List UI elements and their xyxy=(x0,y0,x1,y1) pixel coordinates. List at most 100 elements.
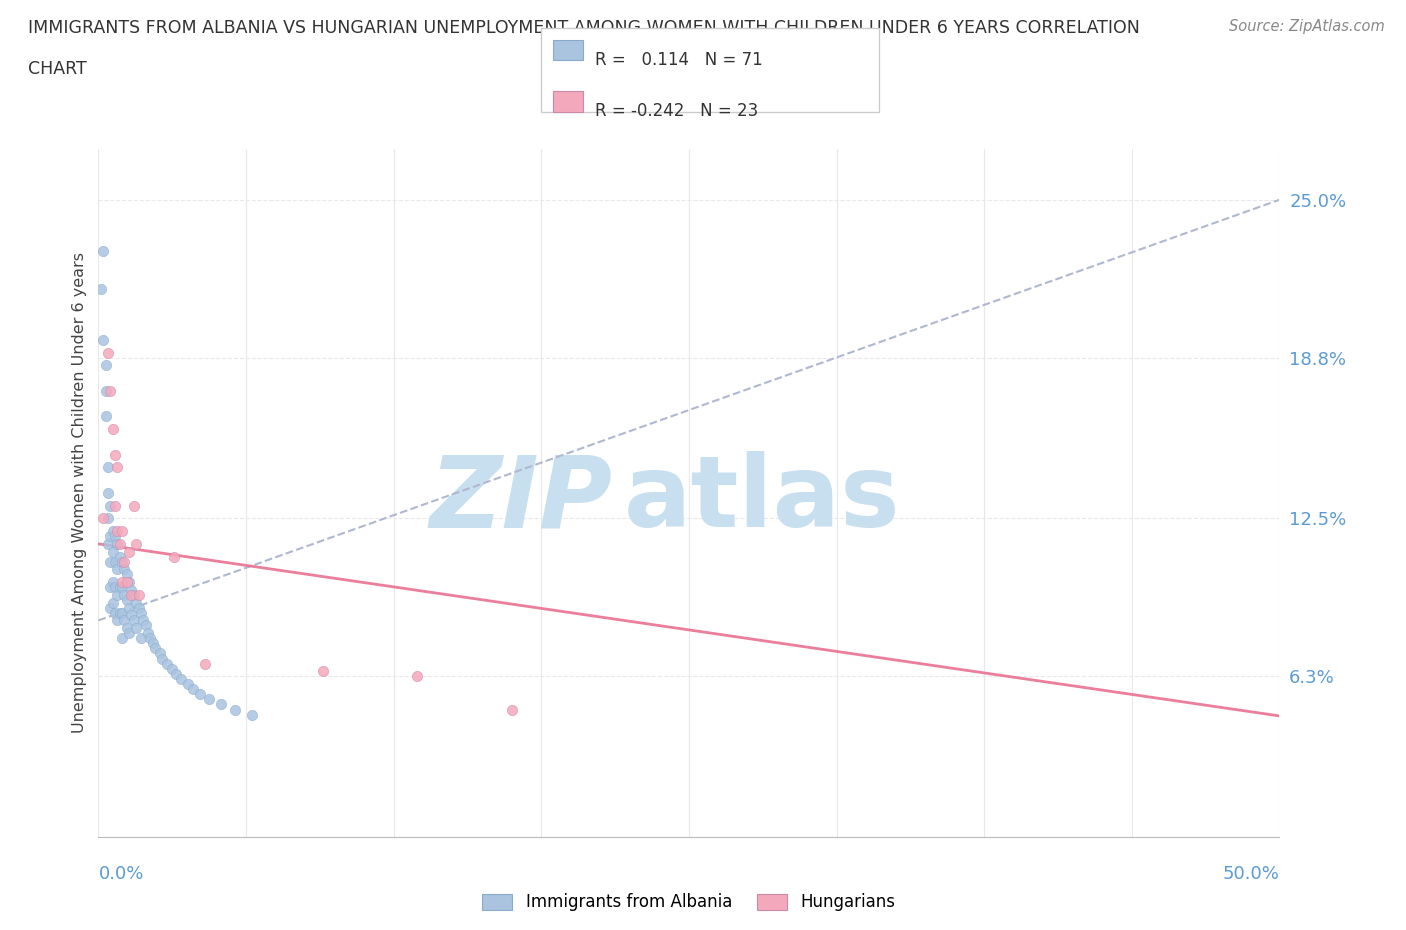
Point xyxy=(105,524,128,538)
Point xyxy=(108,579,131,594)
Point xyxy=(170,671,193,686)
Point xyxy=(118,575,141,590)
Point xyxy=(139,631,162,645)
Text: R =   0.114   N = 71: R = 0.114 N = 71 xyxy=(595,51,762,69)
Point xyxy=(136,626,159,641)
Point xyxy=(111,605,134,620)
Point xyxy=(129,605,152,620)
Point xyxy=(104,447,127,462)
Point xyxy=(90,282,112,297)
Point xyxy=(104,554,127,569)
Point xyxy=(118,600,141,615)
Point xyxy=(98,383,121,398)
Point xyxy=(115,620,138,635)
Point xyxy=(121,608,143,623)
Point xyxy=(156,657,179,671)
Point xyxy=(98,498,121,513)
Text: atlas: atlas xyxy=(624,451,901,549)
Point xyxy=(91,333,114,348)
Point xyxy=(312,664,335,679)
Point xyxy=(198,692,221,707)
Point xyxy=(111,579,134,594)
Point xyxy=(122,498,145,513)
Point xyxy=(97,460,120,475)
Point xyxy=(125,620,148,635)
Point xyxy=(108,550,131,565)
Point xyxy=(97,511,120,525)
Point xyxy=(105,460,128,475)
Point xyxy=(122,588,145,603)
Point xyxy=(163,550,186,565)
Point xyxy=(128,600,150,615)
Point xyxy=(224,702,246,717)
Point xyxy=(98,529,121,544)
Point xyxy=(98,554,121,569)
Point xyxy=(105,588,128,603)
Text: IMMIGRANTS FROM ALBANIA VS HUNGARIAN UNEMPLOYMENT AMONG WOMEN WITH CHILDREN UNDE: IMMIGRANTS FROM ALBANIA VS HUNGARIAN UNE… xyxy=(28,19,1140,36)
Point xyxy=(121,582,143,597)
Point xyxy=(177,677,200,692)
Point xyxy=(101,575,124,590)
Point xyxy=(111,631,134,645)
Point xyxy=(98,579,121,594)
Point xyxy=(105,537,128,551)
Point xyxy=(112,554,135,569)
Point xyxy=(94,358,117,373)
Point xyxy=(105,562,128,577)
Point xyxy=(101,595,124,610)
Point xyxy=(165,667,187,682)
Text: CHART: CHART xyxy=(28,60,87,78)
Point xyxy=(97,485,120,500)
Point xyxy=(112,613,135,628)
Point xyxy=(101,524,124,538)
Point xyxy=(132,613,155,628)
Point xyxy=(135,618,157,633)
Point xyxy=(115,592,138,607)
Point xyxy=(122,613,145,628)
Point xyxy=(240,707,263,722)
Point xyxy=(97,537,120,551)
Point xyxy=(111,575,134,590)
Point xyxy=(160,661,183,676)
Point xyxy=(91,244,114,259)
Point xyxy=(115,567,138,582)
Point xyxy=(118,626,141,641)
Point xyxy=(129,631,152,645)
Point xyxy=(125,595,148,610)
Point xyxy=(406,669,429,684)
Point xyxy=(108,537,131,551)
Point xyxy=(111,554,134,569)
Point xyxy=(108,605,131,620)
Point xyxy=(112,588,135,603)
Point xyxy=(209,697,232,711)
Point xyxy=(194,657,217,671)
Point xyxy=(104,605,127,620)
Point xyxy=(94,383,117,398)
Y-axis label: Unemployment Among Women with Children Under 6 years: Unemployment Among Women with Children U… xyxy=(72,252,87,734)
Point xyxy=(105,613,128,628)
Text: R = -0.242   N = 23: R = -0.242 N = 23 xyxy=(595,102,758,120)
Point xyxy=(91,511,114,525)
Point xyxy=(188,687,211,702)
Point xyxy=(104,529,127,544)
Point xyxy=(101,421,124,436)
Point xyxy=(104,498,127,513)
Point xyxy=(104,579,127,594)
Point xyxy=(111,524,134,538)
Point xyxy=(98,600,121,615)
Point xyxy=(112,562,135,577)
Point xyxy=(118,544,141,559)
Point xyxy=(181,682,204,697)
Point xyxy=(125,537,148,551)
Point xyxy=(115,575,138,590)
Point xyxy=(150,651,173,666)
Text: 50.0%: 50.0% xyxy=(1223,865,1279,883)
Point xyxy=(94,409,117,424)
Point xyxy=(101,544,124,559)
Point xyxy=(121,588,143,603)
Point xyxy=(501,702,523,717)
Point xyxy=(128,588,150,603)
Point xyxy=(97,345,120,360)
Point xyxy=(149,646,172,661)
Text: ZIP: ZIP xyxy=(429,451,612,549)
